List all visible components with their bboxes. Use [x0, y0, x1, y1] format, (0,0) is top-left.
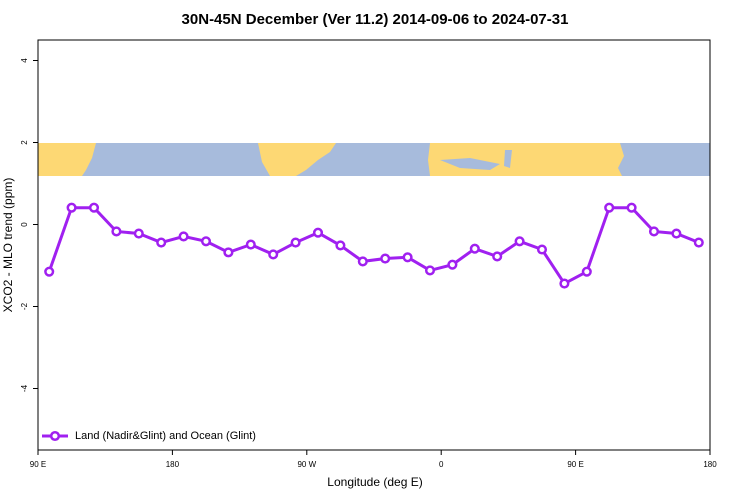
x-axis-label: Longitude (deg E): [327, 475, 422, 489]
data-point: [245, 239, 256, 250]
data-point: [648, 226, 660, 237]
data-point: [66, 202, 77, 213]
data-point: [604, 202, 615, 213]
data-point: [111, 226, 122, 237]
y-axis-label: XCO2 - MLO trend (ppm): [1, 178, 15, 313]
data-point: [514, 236, 525, 247]
x-tick-label: 90 W: [297, 460, 316, 469]
data-point: [536, 244, 548, 255]
y-tick-label: 4: [20, 58, 29, 63]
data-point: [44, 266, 55, 277]
data-point: [492, 251, 503, 262]
series-line: [47, 206, 700, 286]
data-point: [200, 236, 212, 247]
data-point: [335, 240, 346, 251]
data-point: [156, 237, 167, 248]
data-point: [402, 252, 413, 263]
plot-frame: [37, 39, 711, 451]
legend-label: Land (Nadir&Glint) and Ocean (Glint): [75, 430, 256, 442]
data-point: [424, 265, 436, 276]
data-point: [581, 266, 592, 277]
y-tick-label: 2: [20, 140, 29, 145]
data-point: [357, 256, 368, 267]
data-point: [693, 237, 704, 248]
y-tick-label: 0: [20, 222, 29, 227]
x-tick-label: 180: [703, 460, 717, 469]
data-point: [290, 237, 301, 248]
y-tick-label: -4: [20, 384, 29, 392]
x-tick-label: 180: [166, 460, 180, 469]
data-point: [268, 249, 279, 260]
data-point: [88, 202, 100, 213]
data-point: [626, 202, 637, 213]
x-tick-label: 90 E: [30, 460, 46, 469]
data-point: [178, 231, 189, 242]
data-point: [312, 227, 324, 238]
data-point: [447, 259, 458, 270]
data-point: [559, 278, 570, 289]
data-point: [133, 228, 144, 239]
y-tick-label: -2: [20, 302, 29, 310]
x-tick-label: 90 E: [567, 460, 583, 469]
chart-title: 30N-45N December (Ver 11.2) 2014-09-06 t…: [182, 11, 569, 28]
x-tick-label: 0: [439, 460, 444, 469]
map-band: [38, 143, 710, 176]
data-point: [380, 253, 391, 264]
data-point: [223, 247, 234, 258]
data-point: [671, 228, 682, 239]
data-point: [469, 243, 480, 254]
legend-marker: [49, 430, 61, 442]
